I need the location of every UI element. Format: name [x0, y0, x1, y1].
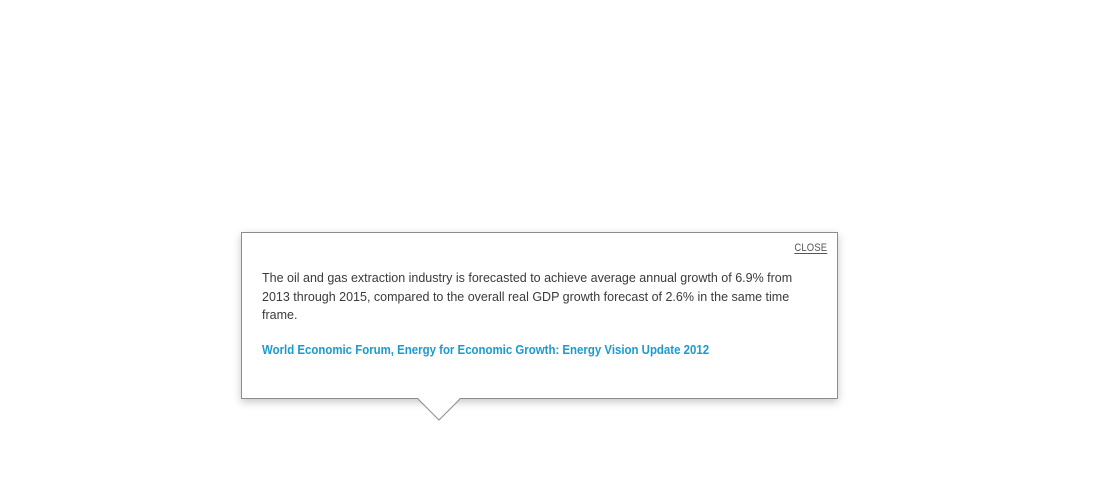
close-button[interactable]: CLOSE	[794, 242, 827, 254]
info-popover: CLOSE The oil and gas extraction industr…	[241, 232, 838, 399]
popover-body-text: The oil and gas extraction industry is f…	[262, 271, 793, 322]
popover-pointer	[418, 398, 460, 421]
source-link[interactable]: World Economic Forum, Energy for Economi…	[262, 342, 710, 357]
